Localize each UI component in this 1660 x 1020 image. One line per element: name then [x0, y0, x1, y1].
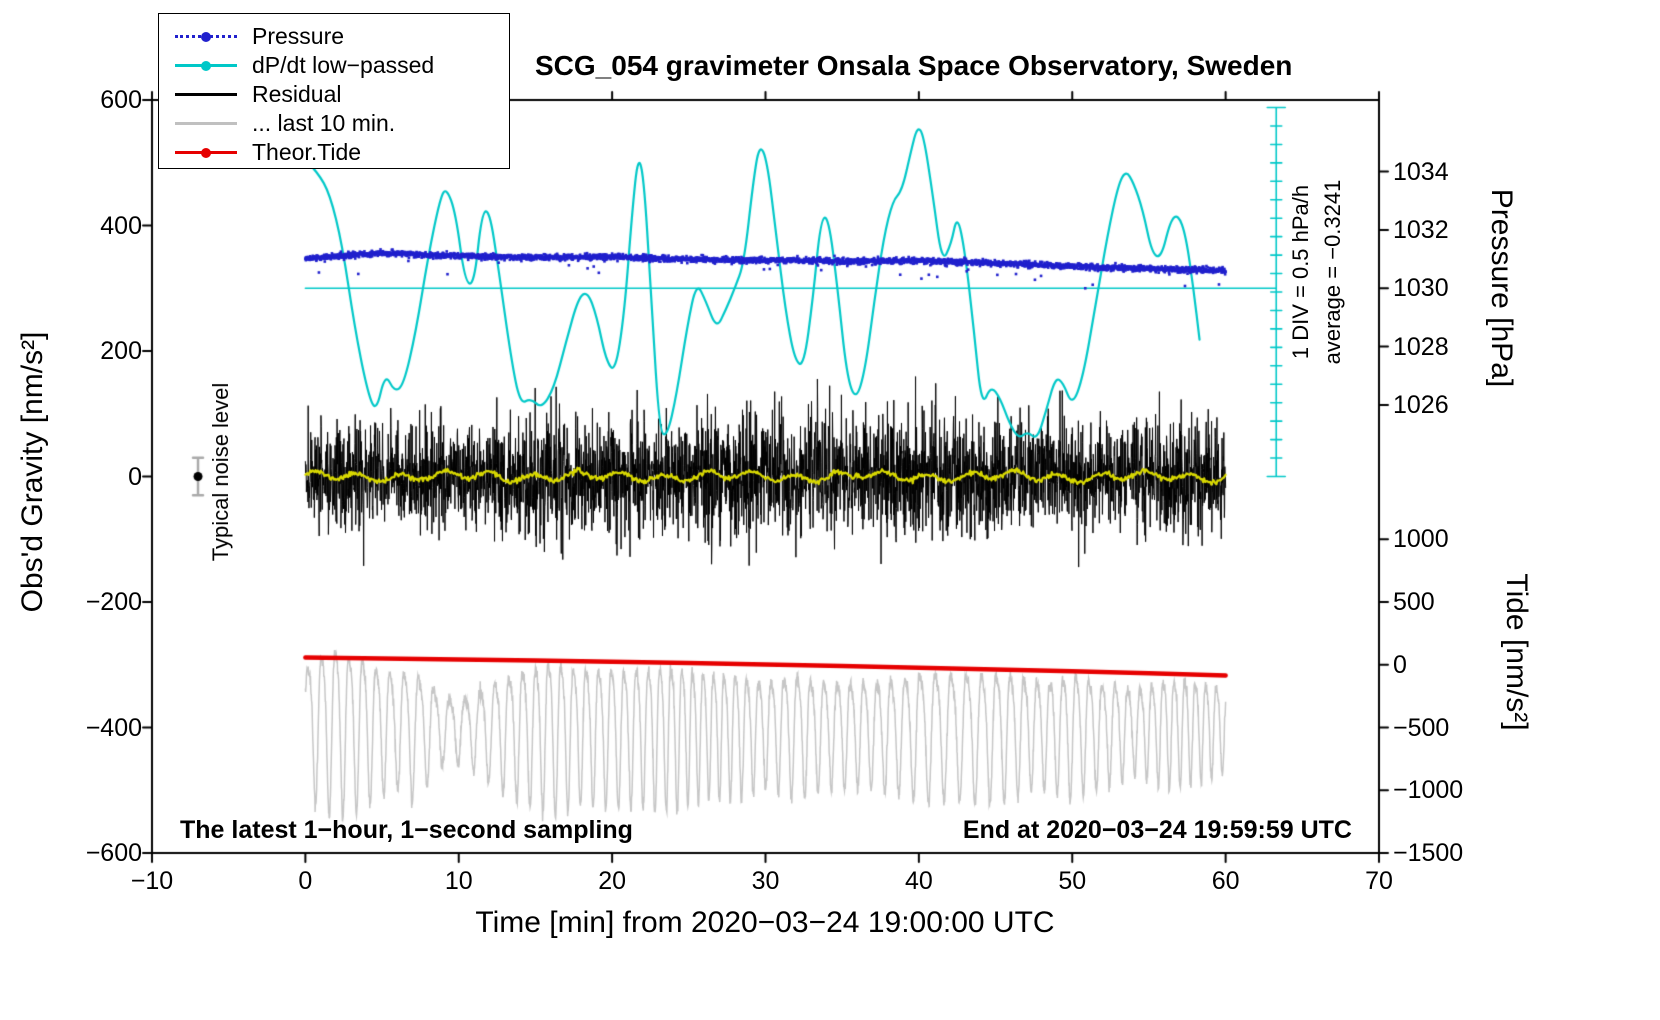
tick-label: 1032: [1393, 215, 1449, 244]
tick-label: 1030: [1393, 274, 1449, 303]
tick-label: 1034: [1393, 157, 1449, 186]
legend-marker-dot: [201, 147, 211, 158]
tick-label: 40: [904, 867, 933, 895]
legend-item-3: ... last 10 min.: [175, 109, 509, 138]
legend-label: dP/dt low−passed: [252, 52, 435, 78]
tick-label: −1500: [1393, 839, 1464, 867]
legend-label: Pressure: [252, 23, 345, 49]
legend-label: Theor.Tide: [252, 139, 362, 165]
legend: Pressure dP/dt low−passed Residual ... last…: [158, 13, 510, 169]
tick-label: −10: [130, 867, 174, 895]
legend-sample-1: [175, 57, 237, 75]
tick-label: 400: [100, 211, 142, 240]
tick-label: 10: [444, 867, 473, 895]
tick-label: 200: [100, 337, 142, 365]
chart-title: SCG_054 gravimeter Onsala Space Observat…: [535, 50, 1293, 81]
legend-item-1: dP/dt low−passed: [175, 51, 509, 80]
tick-label: 0: [298, 867, 313, 895]
legend-label: Residual: [252, 81, 342, 107]
legend-label: ... last 10 min.: [252, 110, 396, 136]
end-time-annotation: End at 2020−03−24 19:59:59 UTC: [962, 816, 1352, 844]
gravity-axis-label: Obs'd Gravity [nm/s²]: [16, 331, 49, 613]
time-axis-label: Time [min] from 2020−03−24 19:00:00 UTC: [475, 906, 1055, 939]
tick-label: 1026: [1393, 390, 1449, 419]
tick-label: 30: [751, 867, 780, 895]
sampling-annotation: The latest 1−hour, 1−second sampling: [180, 816, 633, 844]
legend-line: [175, 121, 237, 125]
legend-item-2: Residual: [175, 80, 509, 109]
legend-sample-4: [175, 144, 237, 162]
pressure-axis-label: Pressure [hPa]: [1485, 188, 1518, 388]
noise-level-label: Typical noise level: [208, 382, 233, 562]
tick-label: −500: [1393, 713, 1450, 742]
tide-axis-label: Tide [nm/s²]: [1500, 573, 1533, 731]
scale-average-label: average = −0.3241: [1320, 179, 1345, 365]
tick-label: 70: [1365, 867, 1393, 895]
tick-label: 20: [598, 867, 627, 895]
legend-marker-dot: [201, 31, 211, 42]
legend-item-4: Theor.Tide: [175, 138, 509, 167]
tick-label: 60: [1211, 867, 1240, 895]
tick-label: −200: [85, 588, 142, 616]
tick-label: 500: [1393, 588, 1435, 616]
legend-sample-0: [175, 28, 237, 46]
legend-line: [175, 92, 237, 96]
tick-label: −400: [85, 713, 142, 742]
legend-marker-dot: [201, 60, 211, 71]
scale-div-label: 1 DIV = 0.5 hPa/h: [1288, 184, 1313, 360]
tick-label: −1000: [1393, 776, 1464, 805]
legend-sample-2: [175, 86, 237, 104]
tick-label: 1000: [1393, 525, 1449, 554]
tick-label: 0: [128, 462, 142, 491]
tick-label: 0: [1393, 650, 1407, 679]
legend-sample-3: [175, 115, 237, 133]
tick-label: 1028: [1393, 332, 1449, 361]
tick-label: −600: [85, 839, 142, 867]
legend-item-0: Pressure: [175, 22, 509, 51]
tick-label: 600: [100, 86, 142, 114]
tick-label: 50: [1058, 867, 1087, 895]
